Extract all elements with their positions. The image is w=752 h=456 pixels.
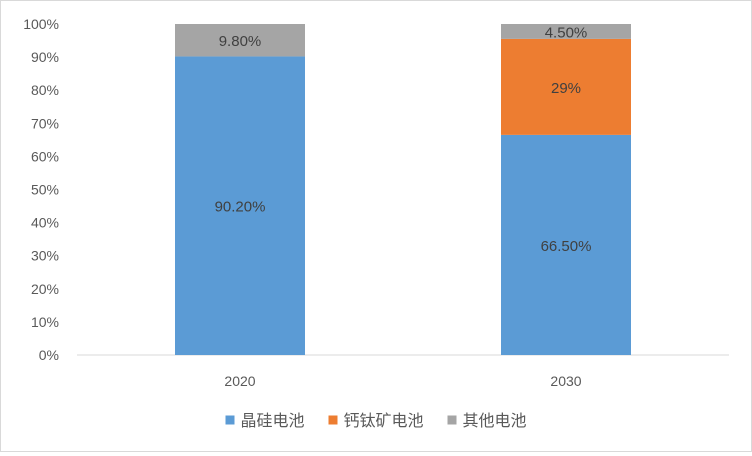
legend-swatch (328, 415, 338, 425)
data-label: 90.20% (215, 199, 266, 216)
bars (175, 24, 631, 356)
x-tick-label: 2020 (224, 373, 255, 389)
y-tick-label: 70% (31, 115, 59, 131)
y-tick-label: 100% (23, 16, 59, 32)
bar-segment (501, 24, 631, 39)
y-tick-label: 80% (31, 82, 59, 98)
x-axis: 2020 2030 (77, 354, 729, 389)
data-label: 4.50% (545, 24, 588, 41)
data-label: 9.80% (219, 33, 262, 50)
legend-swatch (225, 415, 235, 425)
data-labels: 90.20% 9.80% 66.50% 29% 4.50% (215, 24, 592, 254)
bar-segment (501, 134, 631, 355)
legend: 晶硅电池 钙钛矿电池 其他电池 (225, 412, 527, 430)
y-tick-label: 10% (31, 314, 59, 330)
y-axis: 0% 10% 20% 30% 40% 50% 60% 70% 80% 90% 100% (23, 16, 59, 363)
y-tick-label: 60% (31, 148, 59, 164)
y-tick-label: 50% (31, 182, 59, 198)
y-tick-label: 90% (31, 49, 59, 65)
y-tick-label: 30% (31, 248, 59, 264)
legend-label: 晶硅电池 (241, 412, 305, 430)
bar-segment (501, 38, 631, 135)
x-tick-label: 2030 (550, 373, 581, 389)
y-tick-label: 0% (39, 347, 59, 363)
legend-label: 钙钛矿电池 (344, 412, 424, 430)
bar-segment (175, 24, 305, 57)
legend-label: 其他电池 (463, 412, 527, 430)
data-label: 66.50% (541, 238, 592, 255)
y-tick-label: 40% (31, 215, 59, 231)
data-label: 29% (551, 80, 581, 97)
y-tick-label: 20% (31, 281, 59, 297)
bar-segment (175, 56, 305, 356)
legend-swatch (447, 415, 457, 425)
